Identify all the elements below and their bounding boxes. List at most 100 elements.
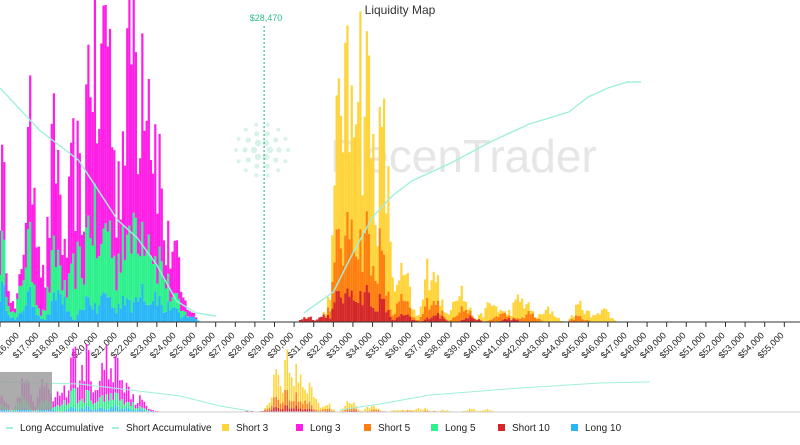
bar-short-10[interactable] (432, 315, 435, 322)
bar-short-3[interactable] (609, 318, 612, 322)
bar-long-5[interactable] (74, 288, 77, 321)
bar-short-5[interactable] (533, 317, 537, 322)
bar-long-10[interactable] (54, 300, 58, 322)
bar-long-3[interactable] (54, 183, 58, 268)
bar-short-5[interactable] (376, 283, 379, 312)
bar-short-3[interactable] (354, 124, 358, 257)
bar-long-10[interactable] (156, 305, 159, 322)
bar-long-3[interactable] (126, 28, 129, 235)
bar-short-3[interactable] (423, 279, 427, 307)
bar-short-5[interactable] (393, 313, 397, 321)
bar-long-10[interactable] (149, 304, 153, 322)
bar-long-5[interactable] (126, 234, 129, 299)
bar-long-5[interactable] (5, 296, 8, 311)
bar-short-10[interactable] (346, 288, 349, 322)
bar-short-5[interactable] (527, 310, 530, 322)
bar-long-10[interactable] (119, 308, 122, 322)
bar-long-3[interactable] (154, 124, 157, 257)
bar-long-5[interactable] (39, 315, 43, 319)
bar-short-5[interactable] (579, 315, 582, 322)
bar-long-10[interactable] (65, 311, 68, 322)
bar-short-5[interactable] (398, 301, 401, 317)
bar-long-3[interactable] (57, 149, 60, 250)
bar-short-10[interactable] (443, 318, 446, 322)
bar-short-5[interactable] (503, 312, 507, 319)
bar-long-3[interactable] (91, 111, 94, 246)
bar-short-10[interactable] (469, 315, 472, 322)
bar-long-5[interactable] (162, 279, 166, 313)
bar-long-5[interactable] (160, 261, 163, 306)
bar-short-3[interactable] (594, 315, 597, 322)
bar-short-10[interactable] (501, 320, 504, 322)
bar-short-5[interactable] (521, 317, 524, 322)
bar-long-10[interactable] (91, 309, 94, 322)
bar-short-3[interactable] (389, 241, 392, 310)
bar-short-3[interactable] (329, 299, 332, 312)
bar-long-5[interactable] (42, 309, 45, 320)
bar-long-3[interactable] (46, 216, 49, 287)
bar-long-10[interactable] (177, 312, 181, 322)
bar-short-3[interactable] (441, 299, 444, 311)
bar-short-5[interactable] (493, 317, 496, 322)
bar-long-10[interactable] (70, 316, 73, 322)
bar-long-10[interactable] (76, 314, 79, 322)
bar-short-10[interactable] (361, 305, 364, 322)
bar-short-3[interactable] (523, 308, 526, 318)
bar-short-3[interactable] (514, 299, 517, 319)
legend-label-long-accumulative[interactable]: Long Accumulative (20, 423, 104, 434)
bar-long-5[interactable] (9, 312, 12, 318)
legend-label-short-10[interactable]: Short 10 (512, 423, 550, 434)
bar-short-5[interactable] (374, 280, 377, 312)
bar-long-10[interactable] (1, 281, 4, 322)
bar-long-5[interactable] (180, 310, 183, 319)
bar-long-5[interactable] (31, 282, 34, 307)
bar-long-5[interactable] (139, 256, 142, 298)
bar-long-5[interactable] (54, 267, 58, 301)
bar-short-5[interactable] (329, 311, 332, 319)
bar-short-10[interactable] (464, 318, 468, 322)
bar-short-10[interactable] (326, 314, 330, 322)
bar-long-5[interactable] (16, 298, 19, 317)
bar-long-10[interactable] (63, 296, 66, 322)
bar-short-3[interactable] (592, 314, 595, 322)
bar-short-5[interactable] (331, 281, 334, 309)
bar-short-5[interactable] (523, 317, 526, 322)
bar-long-10[interactable] (190, 316, 194, 322)
bar-long-5[interactable] (173, 293, 176, 308)
bar-short-3[interactable] (324, 313, 327, 317)
bar-short-5[interactable] (486, 320, 489, 322)
bar-short-10[interactable] (342, 303, 345, 322)
bar-long-10[interactable] (164, 311, 168, 322)
bar-long-5[interactable] (52, 235, 56, 293)
bar-long-3[interactable] (158, 133, 161, 247)
bar-short-10[interactable] (415, 320, 418, 322)
bar-long-5[interactable] (130, 253, 133, 313)
bar-short-3[interactable] (540, 314, 543, 321)
bar-short-3[interactable] (603, 308, 606, 322)
bar-long-5[interactable] (147, 234, 150, 306)
bar-long-5[interactable] (93, 183, 97, 304)
bar-short-10[interactable] (436, 312, 440, 322)
bar-short-5[interactable] (443, 316, 446, 319)
bar-long-3[interactable] (113, 150, 116, 256)
bar-short-10[interactable] (374, 311, 377, 322)
bar-short-10[interactable] (307, 317, 310, 322)
bar-long-5[interactable] (1, 230, 4, 282)
bar-short-3[interactable] (413, 309, 416, 318)
bar-long-3[interactable] (24, 222, 27, 268)
bar-short-3[interactable] (531, 311, 535, 314)
bar-long-10[interactable] (93, 303, 97, 322)
bar-long-10[interactable] (83, 310, 86, 322)
bar-long-10[interactable] (113, 308, 116, 322)
bar-short-3[interactable] (464, 301, 468, 310)
bar-long-10[interactable] (188, 316, 191, 322)
bar-long-3[interactable] (152, 173, 155, 264)
bar-short-5[interactable] (402, 300, 405, 316)
bar-short-3[interactable] (350, 85, 353, 220)
bar-short-3[interactable] (495, 306, 498, 317)
bar-short-5[interactable] (372, 265, 375, 308)
bar-short-3[interactable] (488, 303, 491, 321)
bar-short-10[interactable] (477, 319, 481, 322)
bar-short-5[interactable] (378, 228, 381, 295)
bar-short-3[interactable] (452, 301, 455, 318)
